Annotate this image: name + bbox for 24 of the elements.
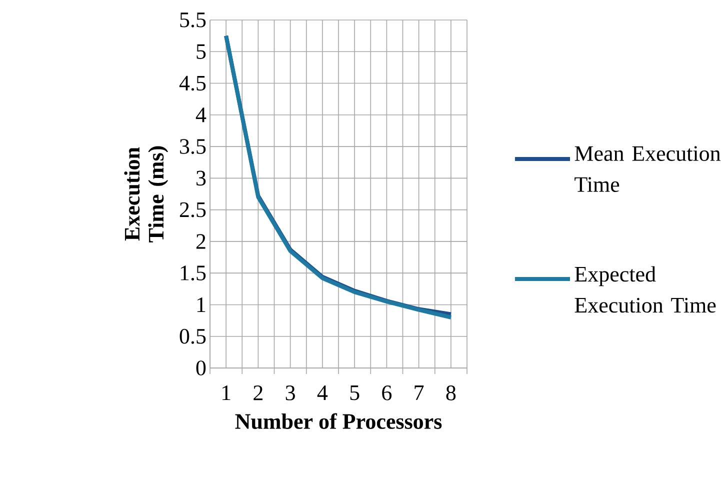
y-tick-label: 4: [196, 108, 206, 122]
y-tick-label: 0.5: [180, 328, 206, 344]
x-tick-label: 6: [382, 386, 392, 400]
y-tick-label: 2: [196, 234, 206, 249]
x-tick-label: 7: [414, 386, 424, 400]
y-tick-label: 0: [196, 360, 206, 376]
y-tick-label: 1.5: [180, 266, 206, 280]
x-axis-title: Number of Processors: [235, 413, 442, 429]
x-tick-label: 5: [350, 386, 360, 400]
x-tick-label: 2: [254, 386, 262, 400]
y-axis-title: Execution Time (ms): [124, 146, 168, 242]
legend-label: Expected Execution Time: [574, 266, 716, 313]
y-tick-label: 1: [197, 297, 206, 312]
x-tick-label: 8: [446, 386, 456, 400]
y-tick-label: 4.5: [179, 76, 206, 91]
y-tick-label: 5.5: [180, 12, 206, 28]
legend-label: Mean Execution Time: [574, 146, 720, 192]
y-tick-label: 5: [196, 44, 206, 59]
y-tick-label: 3: [196, 170, 206, 186]
y-tick-label: 3.5: [180, 139, 206, 154]
x-tick-label: 4: [317, 386, 328, 400]
x-tick-label: 1: [222, 386, 230, 400]
y-tick-label: 2.5: [180, 202, 206, 218]
x-tick-label: 3: [286, 386, 295, 400]
